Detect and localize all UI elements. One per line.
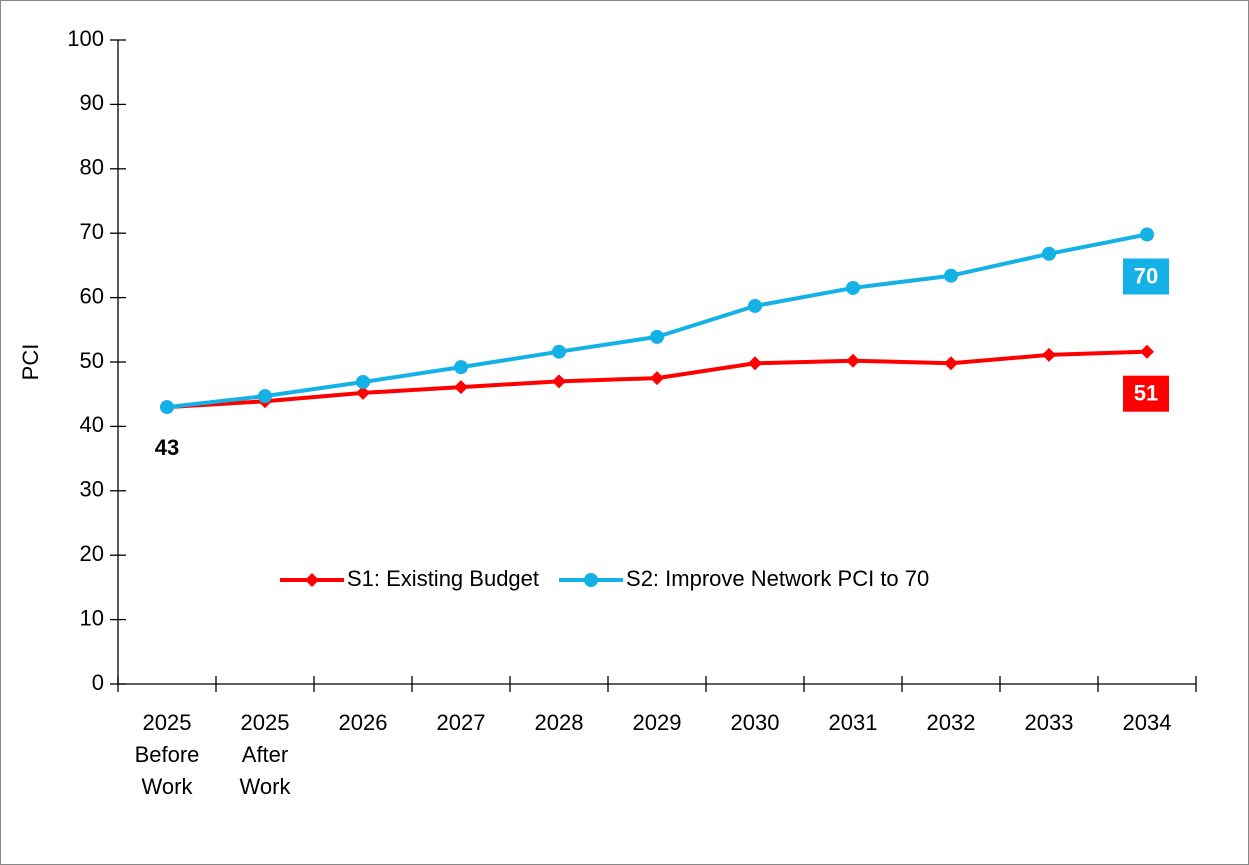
marker [1042,347,1056,362]
marker [846,353,860,368]
marker [552,374,566,389]
y-tick-label: 50 [80,348,104,373]
data-label: 70 [1134,263,1158,288]
x-tick-label: 2030 [731,710,780,735]
marker [650,371,664,386]
y-tick-label: 0 [92,670,104,695]
y-tick-label: 10 [80,605,104,630]
x-tick-label: Before [135,742,200,767]
marker [305,573,319,587]
data-label-box [1123,258,1169,295]
y-tick-label: 90 [80,90,104,115]
x-tick-label: 2025 [143,710,192,735]
marker [944,268,958,283]
marker [584,573,599,587]
y-tick-label: 20 [80,541,104,566]
marker [1042,246,1056,261]
marker [454,380,468,395]
x-tick-label: 2028 [535,710,584,735]
legend-item: S2: Improve Network PCI to 70 [559,566,929,591]
y-tick-label: 70 [80,219,104,244]
marker [160,400,174,415]
y-tick-label: 40 [80,412,104,437]
x-tick-label: Work [240,774,292,799]
y-axis-label: PCI [18,344,43,381]
marker [356,374,370,389]
y-tick-label: 100 [67,26,104,51]
x-tick-label: 2032 [927,710,976,735]
marker [552,344,566,359]
x-tick-label: 2029 [633,710,682,735]
x-tick-label: Work [142,774,194,799]
marker [454,360,468,375]
marker [1140,344,1154,359]
marker [650,329,664,344]
marker [846,280,860,295]
legend-label: S2: Improve Network PCI to 70 [626,566,929,591]
marker [356,385,370,400]
y-tick-label: 60 [80,283,104,308]
marker [748,356,762,371]
x-tick-label: 2027 [437,710,486,735]
x-tick-label: 2034 [1123,710,1172,735]
marker [1140,227,1154,242]
y-tick-label: 80 [80,155,104,180]
x-tick-label: 2026 [339,710,388,735]
data-label-box [1123,375,1169,412]
marker [748,298,762,313]
y-tick-label: 30 [80,477,104,502]
x-tick-label: 2025 [241,710,290,735]
marker [258,389,272,404]
data-label: 51 [1134,381,1158,406]
x-tick-label: 2033 [1025,710,1074,735]
data-label: 43 [155,435,179,460]
legend-label: S1: Existing Budget [347,566,539,591]
marker [944,356,958,371]
x-tick-label: 2031 [829,710,878,735]
x-tick-label: After [242,742,288,767]
legend-item: S1: Existing Budget [280,566,539,591]
